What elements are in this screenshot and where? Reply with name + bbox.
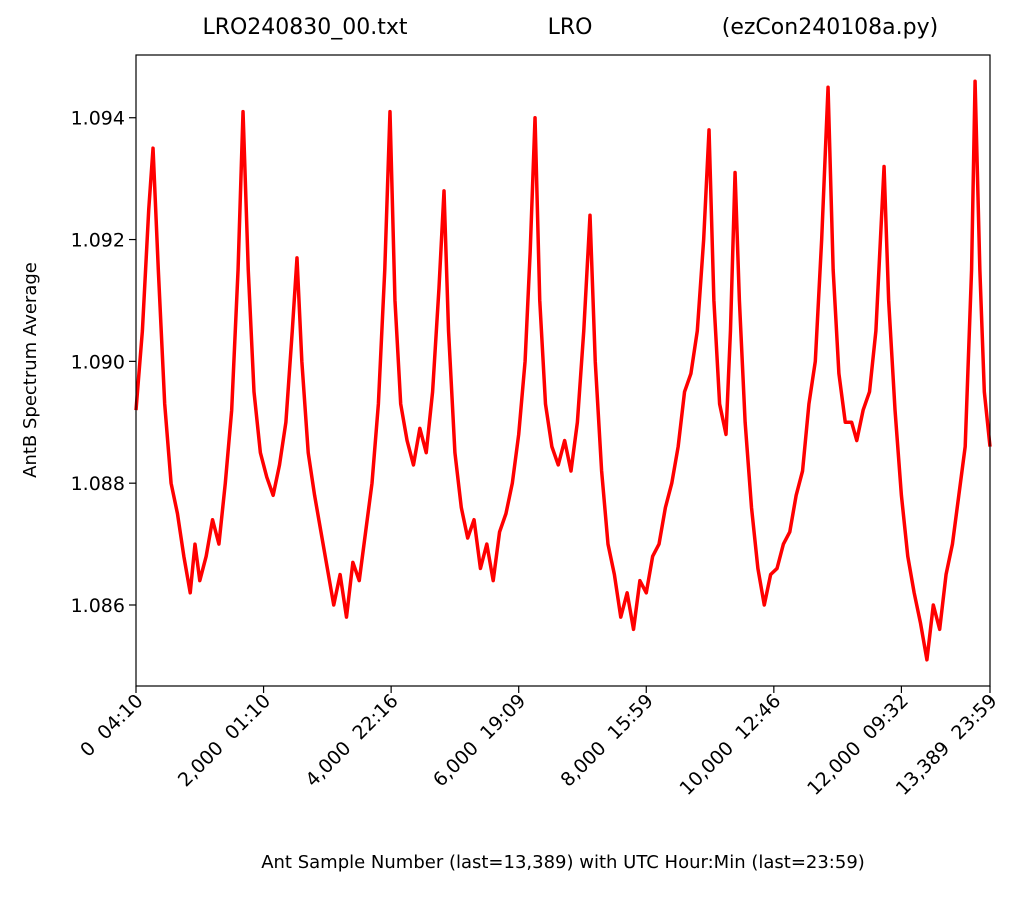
plot-frame bbox=[135, 54, 991, 687]
x-tick-label: 8,000 15:59 bbox=[557, 690, 658, 791]
y-tick-label: 1.092 bbox=[71, 230, 125, 252]
chart-title: LRO bbox=[548, 15, 593, 40]
y-tick-label: 1.090 bbox=[71, 351, 125, 373]
x-tick-label: 6,000 19:09 bbox=[429, 690, 530, 791]
y-tick-label: 1.086 bbox=[71, 595, 125, 617]
y-tick-label: 1.094 bbox=[71, 108, 125, 130]
x-axis-label: Ant Sample Number (last=13,389) with UTC… bbox=[261, 852, 865, 873]
chart-title: (ezCon240108a.py) bbox=[722, 15, 938, 40]
chart-title: LRO240830_00.txt bbox=[202, 15, 407, 40]
x-tick-label: 4,000 22:16 bbox=[301, 690, 402, 791]
y-tick-label: 1.088 bbox=[71, 473, 125, 495]
x-tick-label: 2,000 01:10 bbox=[174, 690, 275, 791]
x-tick-label: 10,000 12:46 bbox=[676, 690, 786, 800]
data-line bbox=[134, 79, 992, 662]
y-axis-label: AntB Spectrum Average bbox=[20, 262, 41, 478]
x-tick-label: 0 04:10 bbox=[76, 690, 147, 761]
